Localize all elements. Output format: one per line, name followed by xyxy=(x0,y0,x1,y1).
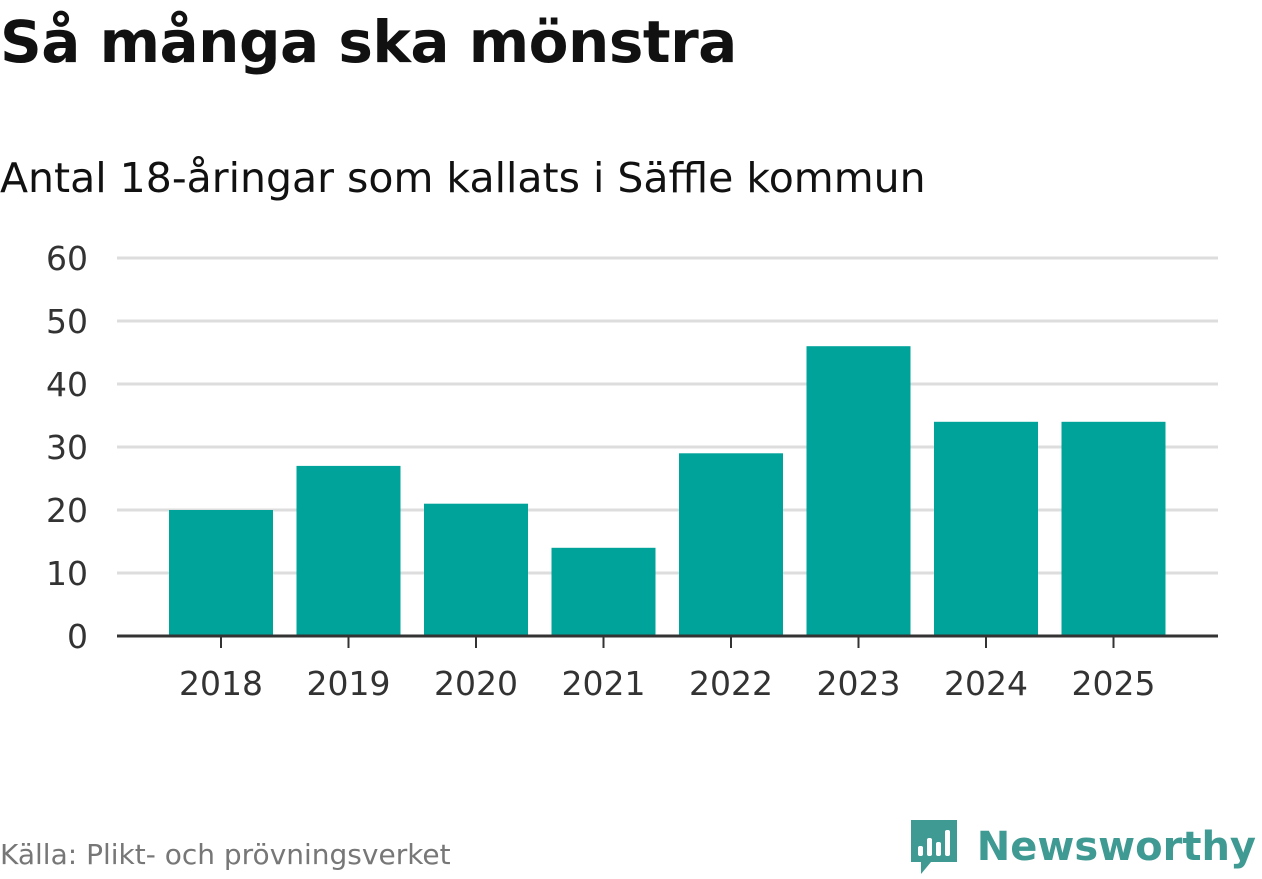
chart-subtitle: Antal 18-åringar som kallats i Säffle ko… xyxy=(0,154,926,202)
y-tick-label: 20 xyxy=(46,491,88,530)
bar-2019 xyxy=(296,465,401,636)
y-tick-label: 30 xyxy=(46,428,88,467)
x-tick-label: 2023 xyxy=(817,664,901,703)
x-tick-label: 2020 xyxy=(434,664,518,703)
source-note: Källa: Plikt- och prövningsverket xyxy=(0,838,451,871)
x-tick-label: 2018 xyxy=(179,664,263,703)
bars xyxy=(169,346,1166,636)
bar-2025 xyxy=(1061,421,1166,636)
bar-2023 xyxy=(806,346,911,636)
y-tick-label: 10 xyxy=(46,554,88,593)
bar-2018 xyxy=(169,510,273,636)
chart-title: Så många ska mönstra xyxy=(0,8,737,76)
x-tick-label: 2021 xyxy=(562,664,646,703)
x-tick-label: 2022 xyxy=(689,664,773,703)
bar-2022 xyxy=(679,453,783,636)
y-axis-labels: 0 10 20 30 40 50 60 xyxy=(46,239,88,656)
x-tick-label: 2019 xyxy=(307,664,391,703)
gridlines xyxy=(117,256,1218,575)
brand-logo: Newsworthy xyxy=(909,818,1256,876)
bar-2020 xyxy=(424,503,528,636)
x-axis-labels: 2018 2019 2020 2021 2022 2023 2024 2025 xyxy=(179,664,1155,703)
x-axis xyxy=(117,634,1218,648)
newsworthy-logo-icon xyxy=(910,820,957,874)
bar-2024 xyxy=(934,421,1038,636)
bar-2021 xyxy=(551,547,656,636)
y-tick-label: 60 xyxy=(46,239,88,278)
y-tick-label: 50 xyxy=(46,302,88,341)
y-tick-label: 40 xyxy=(46,365,88,404)
x-tick-label: 2025 xyxy=(1072,664,1156,703)
brand-name: Newsworthy xyxy=(976,824,1256,870)
x-tick-label: 2024 xyxy=(944,664,1028,703)
y-tick-label: 0 xyxy=(67,617,88,656)
